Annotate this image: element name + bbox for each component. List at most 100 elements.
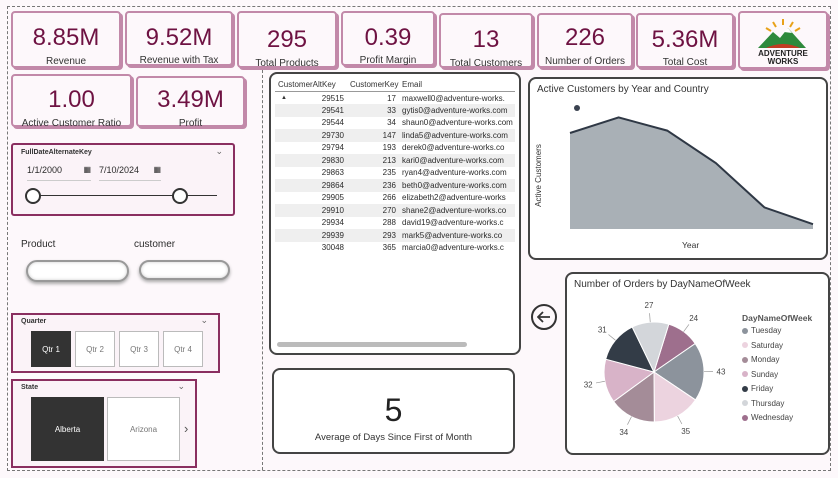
horizontal-scrollbar[interactable] xyxy=(277,342,467,347)
legend-item[interactable]: Sunday xyxy=(742,370,778,379)
pie-data-label: 31 xyxy=(598,325,607,334)
table-cell: beth0@adventure-works.com xyxy=(399,179,515,192)
option-label: Arizona xyxy=(129,424,158,434)
table-cell: 17 xyxy=(387,93,396,103)
state-option-arizona[interactable]: Arizona xyxy=(107,397,180,461)
kpi-active-customer-ratio[interactable]: 1.00 Active Customer Ratio xyxy=(11,74,132,129)
table-cell: 29934 xyxy=(321,218,344,228)
state-option-alberta[interactable]: Alberta xyxy=(31,397,104,461)
table-cell: 288 xyxy=(382,218,396,228)
product-button[interactable] xyxy=(26,260,129,282)
table-row[interactable]: 29863 235 ryan4@adventure-works.com xyxy=(275,167,515,180)
active-customers-chart[interactable]: Active Customers by Year and Country Act… xyxy=(528,77,828,260)
kpi-profit-margin[interactable]: 0.39 Profit Margin xyxy=(341,11,435,66)
pie-data-label: 27 xyxy=(645,301,654,310)
legend-item[interactable]: Thursday xyxy=(742,399,784,408)
table-row[interactable]: 29939 293 mark5@adventure-works.co xyxy=(275,229,515,242)
end-date-input[interactable]: 7/10/2024 ▦ xyxy=(99,165,161,181)
calendar-icon[interactable]: ▦ xyxy=(153,165,161,174)
sort-ascending-icon[interactable]: ▲ xyxy=(281,95,287,101)
table-cell: shane2@adventure-works.co xyxy=(399,204,515,217)
legend-item[interactable]: Monday xyxy=(742,355,779,364)
kpi-value: 5.36M xyxy=(651,26,719,53)
table-row[interactable]: 29830 213 kari0@adventure-works.com xyxy=(275,154,515,167)
state-slicer[interactable]: State ⌄ Alberta Arizona › xyxy=(11,379,197,468)
quarter-option-qtr4[interactable]: Qtr 4 xyxy=(163,331,203,367)
slider-start-handle[interactable] xyxy=(25,188,41,204)
table-row[interactable]: 29541 33 gytis0@adventure-works.com xyxy=(275,104,515,117)
table-cell: marcia0@adventure-works.c xyxy=(402,243,504,253)
end-date-value: 7/10/2024 xyxy=(99,165,140,175)
chevron-down-icon[interactable]: ⌄ xyxy=(200,315,208,325)
column-header[interactable]: CustomerAltKey xyxy=(278,80,336,89)
table-row[interactable]: 29934 288 david19@adventure-works.c xyxy=(275,217,515,230)
pie-leader-line xyxy=(649,313,651,323)
pie-slice-thursday[interactable] xyxy=(631,321,670,374)
pie-slice-saturday[interactable] xyxy=(653,371,697,423)
slider-end-handle[interactable] xyxy=(172,188,188,204)
kpi-value: 3.49M xyxy=(157,86,224,113)
kpi-label: Total Customers xyxy=(449,58,523,69)
kpi-total-customers[interactable]: 13 Total Customers xyxy=(439,13,533,69)
customer-table-panel[interactable]: CustomerAltKey CustomerKey Email 29515 17… xyxy=(269,72,521,355)
section-divider xyxy=(262,70,263,470)
table-cell: 213 xyxy=(347,154,399,167)
pie-slice-tuesday[interactable] xyxy=(653,342,705,401)
customer-table: CustomerAltKey CustomerKey Email 29515 17… xyxy=(275,78,515,254)
chevron-down-icon[interactable]: ⌄ xyxy=(177,381,185,391)
back-button[interactable] xyxy=(531,304,557,330)
legend-item[interactable]: Saturday xyxy=(742,341,783,350)
legend-swatch xyxy=(742,356,748,363)
kpi-number-of-orders[interactable]: 226 Number of Orders xyxy=(537,13,633,68)
slider-track[interactable] xyxy=(33,195,217,196)
table-cell: 193 xyxy=(382,143,396,153)
pie-data-label: 24 xyxy=(689,314,698,323)
average-days-card[interactable]: 5 Average of Days Since First of Month xyxy=(272,368,515,454)
kpi-revenue-with-tax[interactable]: 9.52M Revenue with Tax xyxy=(125,11,233,66)
x-axis-label: Year xyxy=(682,240,700,250)
chevron-right-icon[interactable]: › xyxy=(184,421,189,436)
legend-label: Tuesday xyxy=(751,326,782,335)
table-row[interactable]: 29515 17 maxwell0@adventure-works. xyxy=(275,92,515,105)
chart-title: Active Customers by Year and Country xyxy=(537,84,709,95)
table-row[interactable]: 30048 365 marcia0@adventure-works.c xyxy=(275,242,515,255)
customer-button[interactable] xyxy=(139,260,230,280)
pie-slice-monday[interactable] xyxy=(612,371,655,423)
pie-leader-line xyxy=(683,324,690,332)
date-range-slicer[interactable]: FullDateAlternateKey ⌄ 1/1/2000 ▦ 7/10/2… xyxy=(11,143,235,216)
table-cell: 29830 xyxy=(275,154,347,167)
kpi-profit[interactable]: 3.49M Profit xyxy=(136,76,245,129)
quarter-slicer[interactable]: Quarter ⌄ Qtr 1 Qtr 2 Qtr 3 Qtr 4 xyxy=(11,313,220,373)
table-row[interactable]: 29905 266 elizabeth2@adventure-works xyxy=(275,192,515,205)
table-row[interactable]: 29864 236 beth0@adventure-works.com xyxy=(275,179,515,192)
table-cell: derek0@adventure-works.co xyxy=(402,143,505,153)
kpi-revenue[interactable]: 8.85M Revenue xyxy=(11,11,121,68)
logo-text-line1: ADVENTURE xyxy=(758,49,808,58)
table-cell: 34 xyxy=(387,118,396,128)
table-row[interactable]: 29730 147 linda5@adventure-works.com xyxy=(275,129,515,142)
column-header[interactable]: CustomerKey xyxy=(350,80,399,89)
table-cell: elizabeth2@adventure-works xyxy=(402,193,506,203)
table-row[interactable]: 29910 270 shane2@adventure-works.co xyxy=(275,204,515,217)
orders-by-day-chart[interactable]: Number of Orders by DayNameOfWeek 24 43 35… xyxy=(565,272,830,455)
pie-leader-line xyxy=(677,415,683,425)
legend-swatch xyxy=(742,342,748,349)
kpi-total-cost[interactable]: 5.36M Total Cost xyxy=(636,13,734,68)
table-row[interactable]: 29794 193 derek0@adventure-works.co xyxy=(275,142,515,155)
quarter-option-qtr1[interactable]: Qtr 1 xyxy=(31,331,71,367)
quarter-option-qtr3[interactable]: Qtr 3 xyxy=(119,331,159,367)
chevron-down-icon[interactable]: ⌄ xyxy=(215,146,223,156)
table-cell: 29794 xyxy=(321,143,344,153)
table-row[interactable]: 29544 34 shaun0@adventure-works.com xyxy=(275,117,515,130)
start-date-input[interactable]: 1/1/2000 ▦ xyxy=(27,165,91,181)
legend-item[interactable]: Friday xyxy=(742,384,773,393)
calendar-icon[interactable]: ▦ xyxy=(83,165,91,174)
legend-item[interactable]: Tuesday xyxy=(742,326,781,335)
table-cell: gytis0@adventure-works.com xyxy=(399,104,515,117)
kpi-value: 13 xyxy=(472,26,500,53)
column-header[interactable]: Email xyxy=(402,80,423,89)
quarter-option-qtr2[interactable]: Qtr 2 xyxy=(75,331,115,367)
area-fill xyxy=(570,117,813,229)
kpi-total-products[interactable]: 295 Total Products xyxy=(237,11,337,69)
legend-item[interactable]: Wednesday xyxy=(742,413,793,422)
